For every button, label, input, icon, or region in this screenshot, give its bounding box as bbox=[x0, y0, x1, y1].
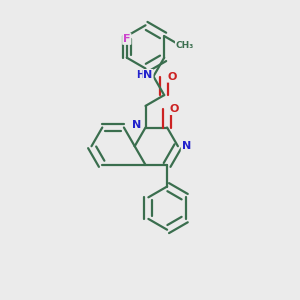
Text: O: O bbox=[167, 72, 176, 82]
Text: H: H bbox=[136, 70, 144, 80]
Text: N: N bbox=[143, 70, 153, 80]
Text: N: N bbox=[182, 141, 191, 151]
Text: F: F bbox=[123, 34, 130, 44]
Text: N: N bbox=[132, 119, 141, 130]
Text: CH₃: CH₃ bbox=[176, 40, 194, 50]
Text: O: O bbox=[170, 104, 179, 114]
